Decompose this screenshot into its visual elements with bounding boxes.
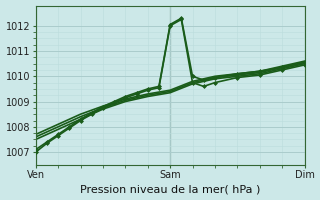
X-axis label: Pression niveau de la mer( hPa ): Pression niveau de la mer( hPa ) — [80, 184, 260, 194]
